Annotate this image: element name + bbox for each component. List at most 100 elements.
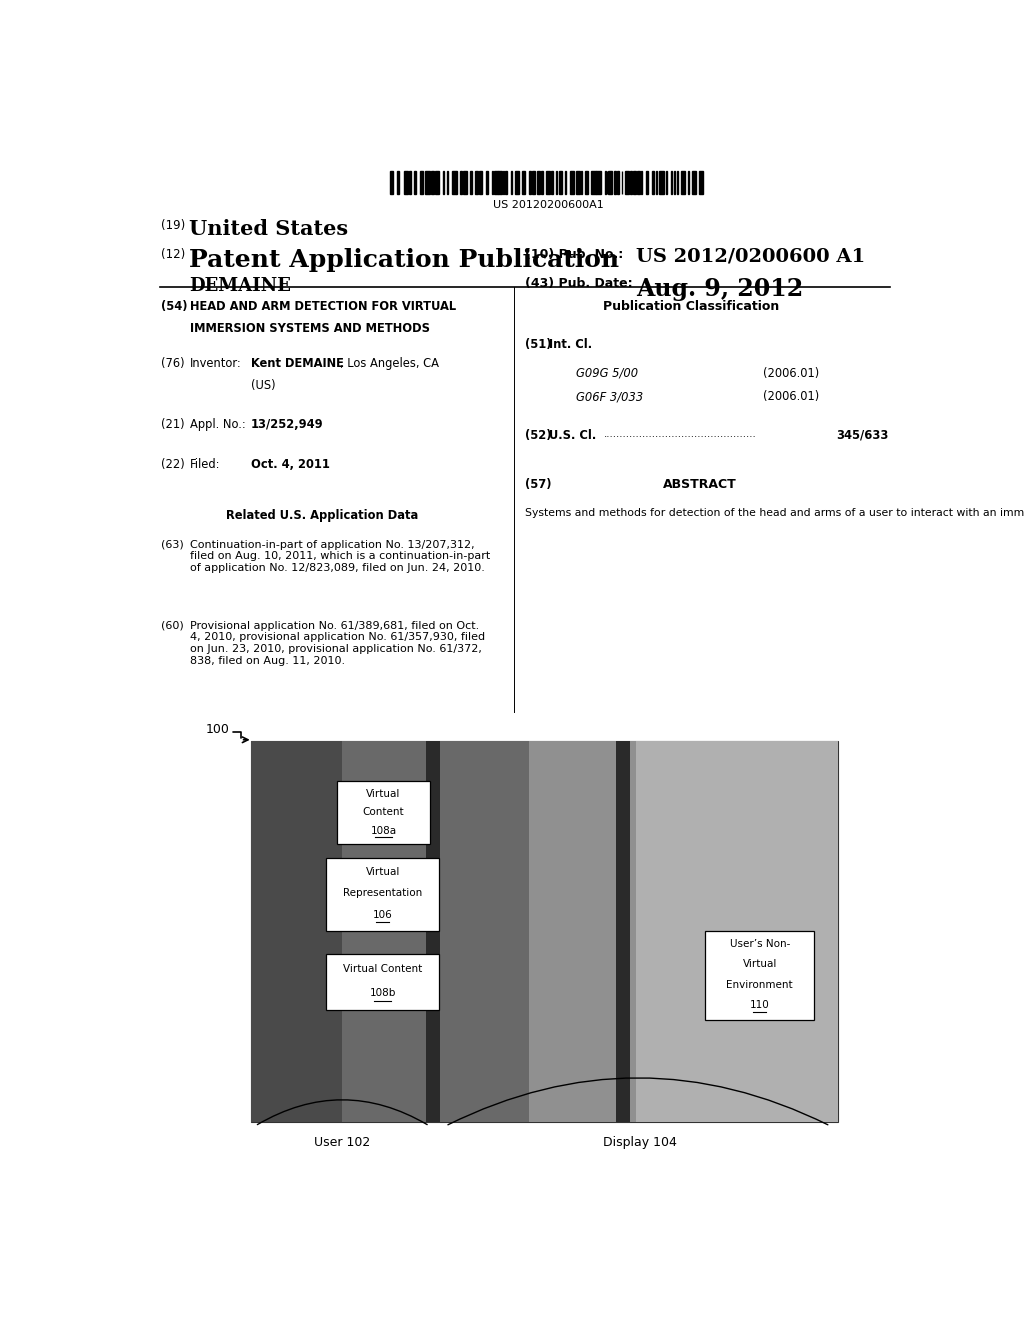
Text: Virtual Content: Virtual Content: [343, 965, 422, 974]
Text: Appl. No.:: Appl. No.:: [189, 417, 246, 430]
Bar: [521, 170, 525, 194]
Bar: [426, 741, 440, 1122]
Bar: [585, 170, 588, 194]
Bar: [479, 170, 481, 194]
Bar: [705, 931, 814, 1020]
Text: U.S. Cl.: U.S. Cl.: [549, 429, 596, 442]
Text: (12): (12): [162, 248, 185, 261]
Text: 110: 110: [750, 1001, 770, 1010]
Text: DEMAINE: DEMAINE: [189, 277, 291, 296]
Bar: [608, 170, 611, 194]
Bar: [637, 170, 640, 194]
Bar: [515, 170, 518, 194]
Bar: [532, 170, 536, 194]
Bar: [470, 170, 472, 194]
Text: ABSTRACT: ABSTRACT: [663, 478, 736, 491]
Text: Oct. 4, 2011: Oct. 4, 2011: [251, 458, 330, 471]
Text: (54): (54): [162, 300, 187, 313]
Bar: [575, 170, 580, 194]
Text: (51): (51): [524, 338, 551, 351]
Text: (63): (63): [162, 540, 184, 549]
Text: Representation: Representation: [343, 888, 422, 898]
Bar: [397, 170, 399, 194]
Bar: [636, 741, 839, 1122]
Text: Virtual: Virtual: [742, 960, 777, 969]
Text: 100: 100: [206, 723, 229, 737]
Text: User 102: User 102: [314, 1137, 371, 1150]
Text: US 2012/0200600 A1: US 2012/0200600 A1: [636, 248, 865, 265]
Bar: [633, 170, 636, 194]
Text: HEAD AND ARM DETECTION FOR VIRTUAL: HEAD AND ARM DETECTION FOR VIRTUAL: [189, 300, 456, 313]
Bar: [390, 170, 393, 194]
Bar: [677, 170, 678, 194]
Bar: [327, 954, 439, 1010]
Text: US 20120200600A1: US 20120200600A1: [494, 201, 604, 210]
Text: Aug. 9, 2012: Aug. 9, 2012: [636, 277, 803, 301]
Bar: [420, 170, 423, 194]
Text: 106: 106: [373, 909, 392, 920]
Text: Virtual: Virtual: [366, 867, 400, 876]
Bar: [681, 170, 685, 194]
Bar: [463, 170, 467, 194]
Bar: [597, 170, 601, 194]
Text: (76): (76): [162, 356, 185, 370]
Bar: [453, 170, 456, 194]
Bar: [337, 781, 430, 845]
Bar: [499, 170, 502, 194]
Bar: [485, 170, 488, 194]
Text: Environment: Environment: [726, 979, 793, 990]
Bar: [613, 170, 616, 194]
Text: 13/252,949: 13/252,949: [251, 417, 324, 430]
Text: Filed:: Filed:: [189, 458, 220, 471]
Bar: [546, 170, 550, 194]
Text: G06F 3/033: G06F 3/033: [577, 391, 644, 403]
Bar: [342, 741, 528, 1122]
Bar: [542, 170, 543, 194]
Text: (57): (57): [524, 478, 551, 491]
Bar: [692, 170, 696, 194]
Bar: [528, 741, 636, 1122]
Text: (19): (19): [162, 219, 185, 232]
Bar: [559, 170, 562, 194]
Bar: [460, 170, 462, 194]
Bar: [551, 170, 553, 194]
Bar: [570, 170, 574, 194]
Text: (60): (60): [162, 620, 184, 631]
Text: (21): (21): [162, 417, 185, 430]
Text: (43) Pub. Date:: (43) Pub. Date:: [524, 277, 633, 290]
Bar: [630, 170, 632, 194]
Bar: [616, 741, 631, 1122]
Text: 108a: 108a: [371, 825, 396, 836]
Text: 345/633: 345/633: [836, 429, 888, 442]
Text: Systems and methods for detection of the head and arms of a user to interact wit: Systems and methods for detection of the…: [524, 508, 1024, 517]
Bar: [651, 170, 654, 194]
Bar: [529, 170, 531, 194]
Text: Content: Content: [362, 807, 404, 817]
Bar: [537, 170, 540, 194]
Bar: [251, 741, 839, 1122]
Bar: [625, 170, 629, 194]
Text: (US): (US): [251, 379, 275, 392]
Bar: [475, 170, 478, 194]
Text: Related U.S. Application Data: Related U.S. Application Data: [226, 510, 419, 521]
Bar: [671, 170, 672, 194]
Text: United States: United States: [189, 219, 348, 239]
Bar: [425, 170, 430, 194]
Text: , Los Angeles, CA: , Los Angeles, CA: [340, 356, 439, 370]
Bar: [403, 170, 408, 194]
Text: Provisional application No. 61/389,681, filed on Oct.
4, 2010, provisional appli: Provisional application No. 61/389,681, …: [189, 620, 485, 665]
Text: ...............................................: ........................................…: [604, 429, 757, 438]
Bar: [503, 170, 505, 194]
Bar: [446, 170, 449, 194]
Text: Continuation-in-part of application No. 13/207,312,
filed on Aug. 10, 2011, whic: Continuation-in-part of application No. …: [189, 540, 490, 573]
Text: Inventor:: Inventor:: [189, 356, 242, 370]
Text: (2006.01): (2006.01): [763, 391, 819, 403]
Bar: [495, 170, 498, 194]
Text: (2006.01): (2006.01): [763, 367, 819, 380]
Bar: [414, 170, 416, 194]
Bar: [251, 741, 342, 1122]
Text: G09G 5/00: G09G 5/00: [577, 367, 639, 380]
Bar: [699, 170, 703, 194]
Text: (52): (52): [524, 429, 551, 442]
Bar: [592, 170, 596, 194]
